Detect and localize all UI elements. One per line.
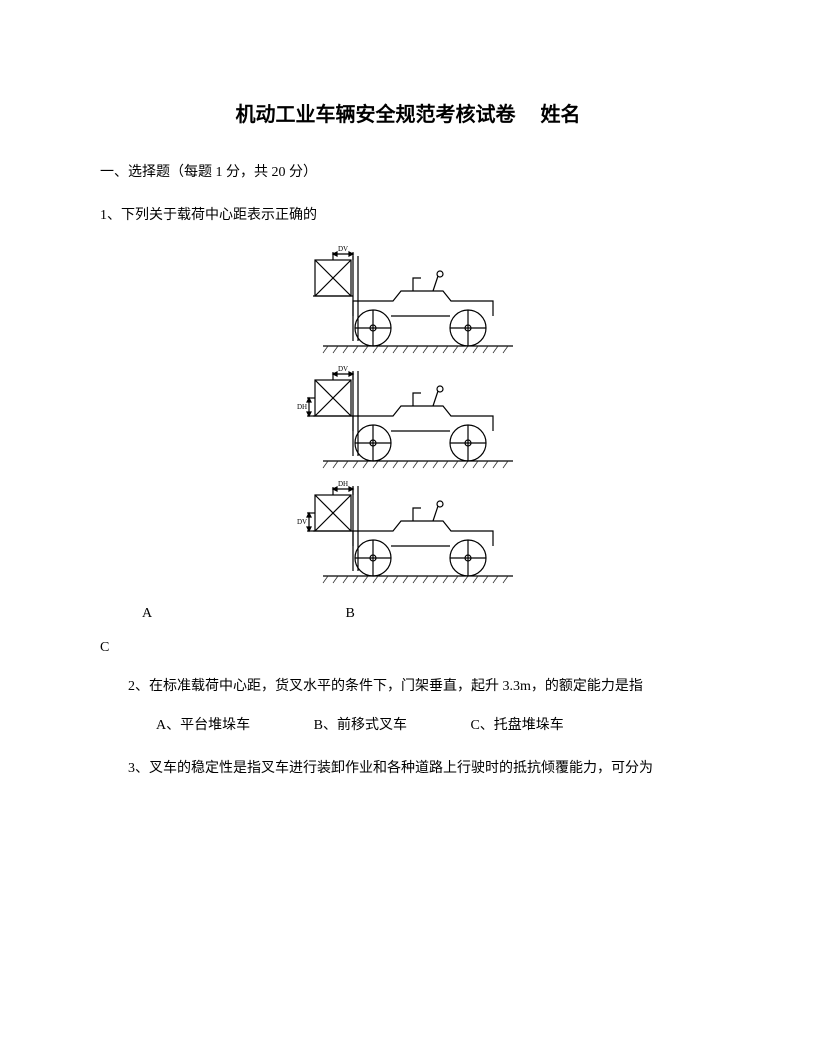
label-dv-c: DV <box>297 518 307 526</box>
option-b: B <box>346 601 355 626</box>
label-dh-b: DH <box>297 403 307 411</box>
question-1: 1、下列关于载荷中心距表示正确的 <box>100 203 716 228</box>
question-2: 2、在标准载荷中心距，货叉水平的条件下，门架垂直，起升 3.3m，的额定能力是指 <box>100 674 716 699</box>
title-name-label: 姓名 <box>541 104 581 126</box>
option-a: A <box>142 601 342 626</box>
page-title: 机动工业车辆安全规范考核试卷 姓名 <box>100 100 716 130</box>
q2-option-c: C、托盘堆垛车 <box>442 713 563 738</box>
label-dh-c: DH <box>338 480 348 488</box>
q2-option-b: B、前移式叉车 <box>286 713 407 738</box>
question-3: 3、叉车的稳定性是指叉车进行装卸作业和各种道路上行驶时的抵抗倾覆能力，可分为 <box>100 756 716 781</box>
forklift-diagram-a: DV <box>283 246 533 361</box>
forklift-diagrams: DV <box>100 246 716 591</box>
label-dv-a: DV <box>338 246 348 253</box>
title-main: 机动工业车辆安全规范考核试卷 <box>236 104 516 126</box>
q1-options-row2: C <box>100 635 716 660</box>
forklift-diagram-c: DH DV <box>283 476 533 591</box>
q1-options-row1: A B <box>100 601 716 626</box>
forklift-diagram-b: DV DH <box>283 361 533 476</box>
label-dv-b: DV <box>338 365 348 373</box>
section-heading: 一、选择题（每题 1 分，共 20 分） <box>100 160 716 185</box>
q2-option-a: A、平台堆垛车 <box>128 713 250 738</box>
option-c: C <box>100 640 109 655</box>
q2-options: A、平台堆垛车 B、前移式叉车 C、托盘堆垛车 <box>100 713 716 738</box>
